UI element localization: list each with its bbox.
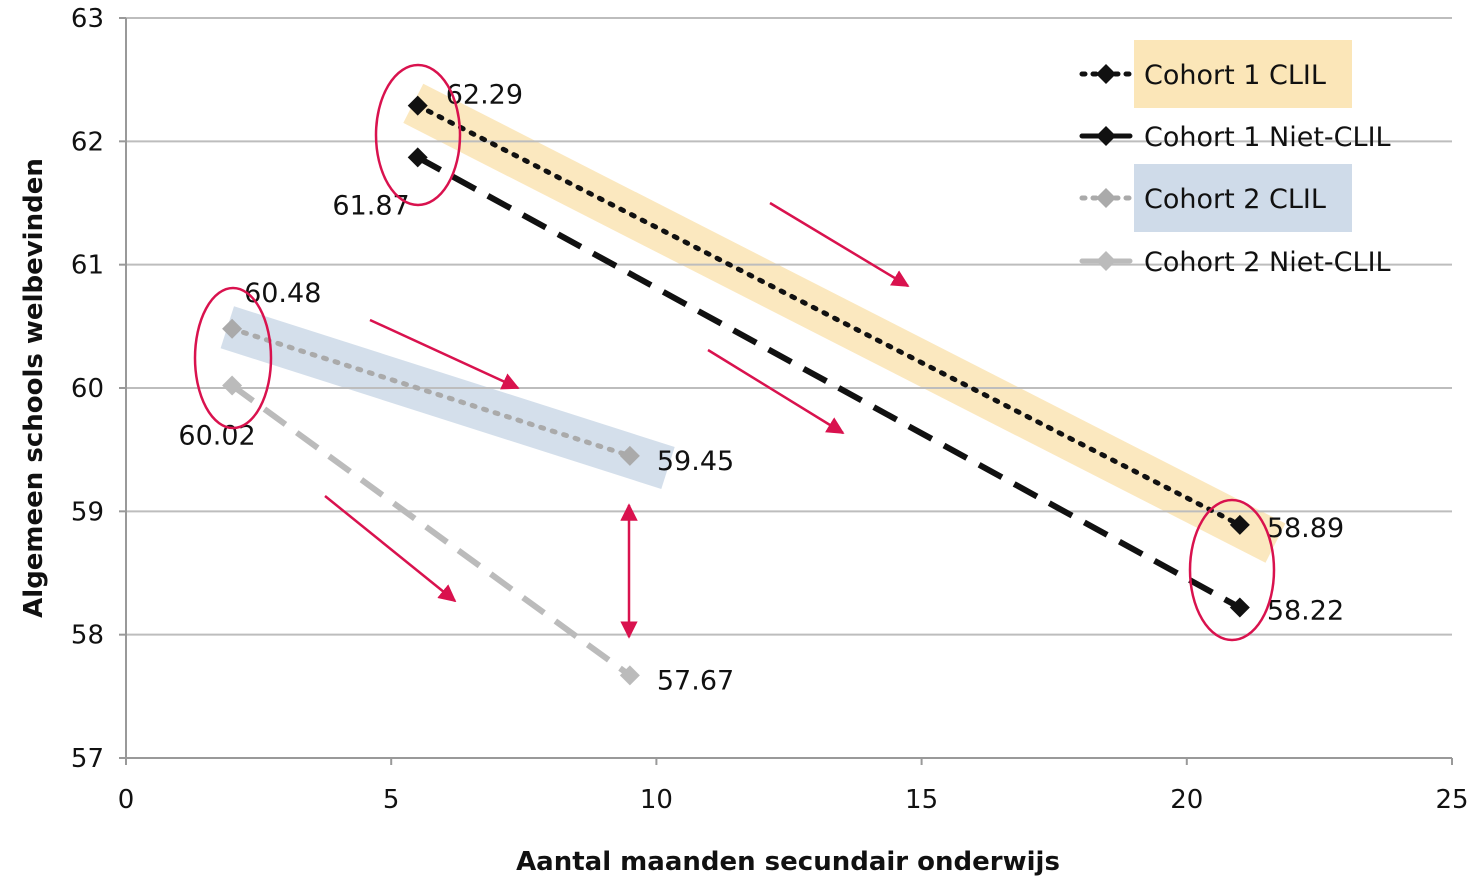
data-label: 58.89 [1267,513,1344,544]
x-tick-label: 20 [1170,785,1203,815]
data-label: 59.45 [657,446,734,477]
y-tick-label: 57 [71,744,104,774]
data-point-marker [1229,597,1250,618]
highlight-ellipse [193,286,273,430]
x-tick-label: 10 [640,785,673,815]
trend-arrow [707,348,845,435]
y-tick-label: 58 [71,621,104,651]
x-tick-label: 15 [905,785,938,815]
data-point-marker [222,375,243,396]
data-point-marker [222,318,243,339]
data-point-marker [619,445,640,466]
legend-marker [1096,64,1116,84]
data-point-marker [619,665,640,686]
y-tick-label: 62 [71,127,104,157]
legend-label: Cohort 1 Niet-CLIL [1144,122,1391,153]
legend-label: Cohort 2 CLIL [1144,184,1326,215]
y-tick-label: 60 [71,374,104,404]
data-label: 58.22 [1267,596,1344,627]
series-lines [222,95,1250,686]
series-line [415,103,1243,528]
trend-arrow [369,318,520,390]
legend-label: Cohort 1 CLIL [1144,60,1326,91]
annotations [193,63,1276,642]
y-tick-label: 63 [71,4,104,34]
y-axis-title: Algemeen schools welbevinden [19,158,49,618]
data-label: 57.67 [657,665,734,696]
x-axis-title: Aantal maanden secundair onderwijs [516,847,1060,877]
series-line [416,154,1242,611]
legend-marker [1096,188,1116,208]
x-tick-label: 5 [383,785,400,815]
axes: 57 58 59 60 61 62 63 0 5 10 15 20 25 [71,4,1469,815]
data-label: 62.29 [446,80,523,111]
legend-marker [1096,126,1116,146]
legend-highlight [1134,40,1352,108]
legend: Cohort 1 CLIL Cohort 1 Niet-CLIL Cohort 2 … [1079,40,1391,278]
x-tick-label: 0 [118,785,135,815]
x-tick-label: 25 [1435,785,1468,815]
highlight-ellipse [1188,498,1276,642]
legend-marker [1096,251,1116,271]
y-tick-label: 61 [71,251,104,281]
highlight-ellipse [374,63,462,207]
legend-highlight [1134,164,1352,232]
trend-arrow [324,495,457,603]
data-point-marker [407,95,428,116]
y-tick-label: 59 [71,497,104,527]
data-label: 61.87 [332,190,409,221]
series-line [230,383,632,678]
data-point-marker [1229,514,1250,535]
data-point-marker [407,147,428,168]
legend-label: Cohort 2 Niet-CLIL [1144,247,1391,278]
data-label: 60.48 [244,278,321,309]
trend-arrow [769,201,910,288]
gridlines [126,17,1452,636]
series-line [229,326,633,459]
